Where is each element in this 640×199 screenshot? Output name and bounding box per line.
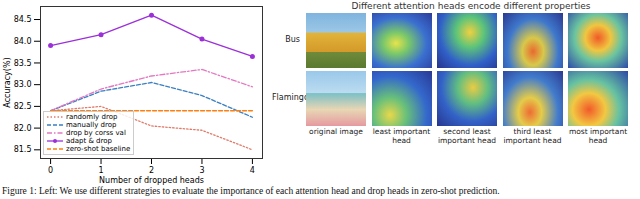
html-text:adapt & drop: adapt & drop [66, 137, 112, 145]
html-text:Figure 1: Left: We use differe: Figure 1: Left: We use different strateg… [2, 186, 500, 196]
svg-text:3: 3 [199, 166, 204, 175]
html-text:original image: original image [309, 127, 363, 136]
svg-text:0: 0 [48, 166, 53, 175]
svg-text:Number of dropped heads: Number of dropped heads [99, 176, 204, 185]
svg-text:4: 4 [250, 166, 255, 175]
svg-text:2: 2 [149, 166, 154, 175]
html-text:least important head: least important head [372, 127, 431, 145]
svg-text:81.5: 81.5 [14, 145, 32, 154]
html-text:randomly drop: randomly drop [66, 113, 118, 121]
svg-text:1: 1 [98, 166, 103, 175]
svg-text:83.0: 83.0 [14, 80, 32, 89]
html-text:Flamingo: Flamingo [272, 93, 309, 102]
html-text:most important head: most important head [568, 127, 628, 145]
html-text:manually drop: manually drop [66, 121, 117, 129]
html-text:second least important head: second least important head [437, 127, 497, 145]
html-text:Bus: Bus [285, 35, 300, 44]
html-text:third least important head: third least important head [503, 127, 562, 145]
svg-text:Accuracy(%): Accuracy(%) [3, 57, 12, 107]
svg-text:84.0: 84.0 [14, 37, 32, 46]
svg-text:82.0: 82.0 [14, 124, 32, 133]
svg-text:83.5: 83.5 [14, 59, 32, 68]
html-text:zero-shot baseline: zero-shot baseline [66, 145, 131, 153]
svg-text:82.5: 82.5 [14, 102, 32, 111]
html-text:drop by corss val: drop by corss val [66, 129, 126, 137]
svg-text:84.5: 84.5 [14, 15, 32, 24]
html-text:Different attention heads enco: Different attention heads encode differe… [351, 1, 591, 11]
